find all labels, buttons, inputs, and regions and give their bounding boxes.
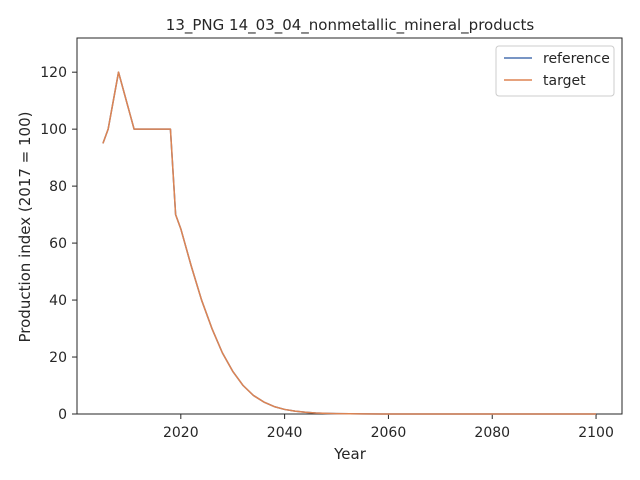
y-axis: 0 20 40 60 80 100 120 (40, 65, 77, 423)
x-tick-label: 2040 (267, 425, 303, 441)
y-tick-label: 0 (58, 407, 67, 423)
x-tick-label: 2100 (578, 425, 614, 441)
x-axis: 2020 2040 2060 2080 2100 (163, 414, 614, 441)
y-tick-label: 60 (49, 236, 67, 252)
y-tick-label: 100 (40, 122, 67, 138)
y-tick-label: 120 (40, 65, 67, 81)
series-layer (102, 71, 597, 415)
x-axis-label: Year (333, 445, 367, 463)
x-tick-label: 2020 (163, 425, 199, 441)
legend-label-reference: reference (543, 51, 610, 67)
series-line-reference (102, 71, 597, 415)
y-axis-label: Production index (2017 = 100) (16, 112, 34, 343)
y-tick-label: 40 (49, 293, 67, 309)
y-tick-label: 20 (49, 350, 67, 366)
x-tick-label: 2080 (474, 425, 510, 441)
legend-label-target: target (543, 73, 586, 89)
legend: reference target (495, 45, 615, 97)
series-line-target (102, 71, 597, 415)
y-tick-label: 80 (49, 179, 67, 195)
chart-title: 13_PNG 14_03_04_nonmetallic_mineral_prod… (166, 16, 535, 35)
x-tick-label: 2060 (371, 425, 407, 441)
